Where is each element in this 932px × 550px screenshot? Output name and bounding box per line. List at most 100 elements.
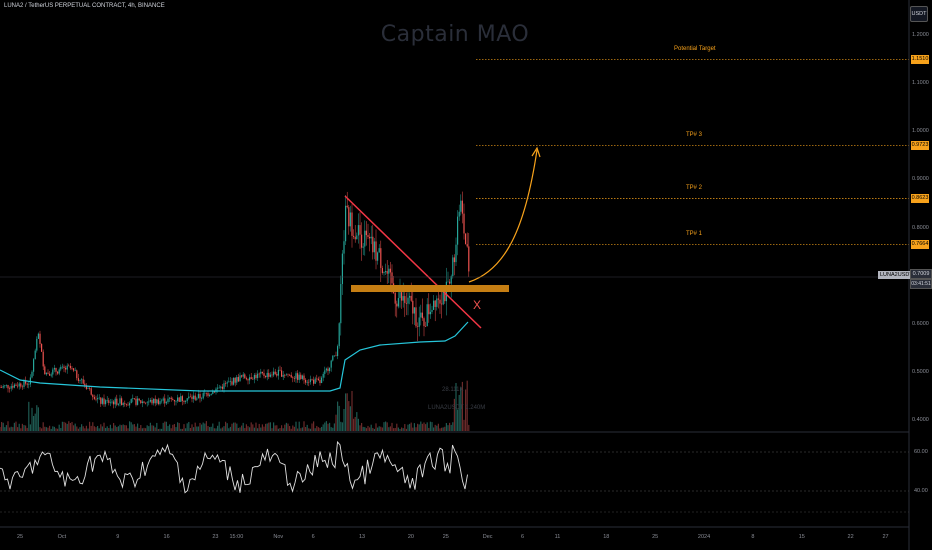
candle-body xyxy=(295,373,297,379)
candle-body xyxy=(143,401,145,403)
candle-body xyxy=(357,225,359,236)
candle-body xyxy=(103,398,105,405)
candle-body xyxy=(279,369,281,371)
volume-bar xyxy=(9,427,11,431)
candle-body xyxy=(325,368,327,371)
candle-body xyxy=(0,387,1,388)
candle-body xyxy=(169,397,171,399)
candle-body xyxy=(193,395,195,399)
volume-bar xyxy=(181,428,183,431)
volume-bar xyxy=(173,424,175,431)
candle-body xyxy=(74,370,76,371)
candle-body xyxy=(79,380,81,381)
volume-bar xyxy=(202,422,204,431)
volume-bar xyxy=(101,426,103,431)
candle-body xyxy=(356,235,358,240)
volume-bar xyxy=(378,426,380,431)
level-name: Potential Target xyxy=(674,45,716,52)
date-tick-label: 25 xyxy=(442,534,449,540)
volume-bar xyxy=(196,426,198,431)
volume-bar xyxy=(447,425,449,431)
candle-body xyxy=(53,367,55,370)
candle-body xyxy=(431,309,433,312)
volume-bar xyxy=(28,401,30,431)
candle-body xyxy=(442,291,444,305)
descending-trendline xyxy=(344,195,482,329)
volume-bar xyxy=(441,427,443,431)
last-price-symbol-label: LUNA2USDT.P xyxy=(878,271,920,279)
volume-bar xyxy=(236,423,238,431)
volume-bar xyxy=(90,425,92,431)
candle-body xyxy=(381,267,383,273)
volume-bar xyxy=(244,428,246,431)
candle-body xyxy=(31,371,33,378)
volume-bar xyxy=(369,427,371,431)
candle-body xyxy=(44,366,46,375)
candle-body xyxy=(409,295,411,298)
volume-bar xyxy=(29,424,31,431)
candle-body xyxy=(231,381,233,385)
volume-bar xyxy=(210,426,212,431)
candle-body xyxy=(37,333,39,339)
candle-body xyxy=(365,230,367,236)
candle-body xyxy=(292,377,294,379)
candle-body xyxy=(346,205,348,208)
candle-body xyxy=(50,374,52,376)
volume-bar xyxy=(7,421,9,431)
volume-bar xyxy=(410,422,412,431)
volume-bar xyxy=(76,426,78,431)
candle-body xyxy=(349,212,351,227)
volume-bar xyxy=(87,428,89,431)
candle-body xyxy=(165,402,167,404)
volume-bar xyxy=(458,394,460,431)
volume-bar xyxy=(351,390,353,431)
candle-body xyxy=(324,370,326,374)
volume-bar xyxy=(188,421,190,431)
volume-bar xyxy=(306,424,308,431)
volume-bar xyxy=(98,428,100,431)
candle-body xyxy=(97,398,99,400)
volume-bar xyxy=(386,422,388,431)
candle-body xyxy=(250,377,252,379)
candle-body xyxy=(63,366,65,368)
volume-bar xyxy=(33,416,35,431)
candle-body xyxy=(327,368,329,372)
volume-bar xyxy=(325,421,327,431)
candle-body xyxy=(258,373,260,375)
volume-bar xyxy=(437,423,439,431)
candle-body xyxy=(111,401,113,403)
candle-body xyxy=(18,383,20,387)
candle-body xyxy=(388,268,390,274)
date-tick-label: Oct xyxy=(57,534,67,540)
candle-body xyxy=(29,377,31,385)
volume-bar xyxy=(226,423,228,431)
volume-bar xyxy=(305,427,307,431)
candle-body xyxy=(457,216,459,245)
volume-bar xyxy=(330,427,332,431)
candle-body xyxy=(261,371,263,374)
volume-bar xyxy=(353,418,355,431)
candle-body xyxy=(124,403,126,404)
price-tick-label: 1.2000 xyxy=(912,32,929,38)
symbol-title[interactable]: LUNA2 / TetherUS PERPETUAL CONTRACT, 4h,… xyxy=(4,3,165,9)
candle-body xyxy=(234,377,236,383)
candle-body xyxy=(421,312,423,319)
volume-bar xyxy=(298,421,300,431)
candle-body xyxy=(130,399,132,404)
volume-bar xyxy=(346,393,348,431)
candle-body xyxy=(12,386,14,388)
volume-bar xyxy=(287,423,289,431)
volume-bar xyxy=(44,426,46,431)
candle-body xyxy=(135,398,137,405)
currency-button[interactable]: USDT xyxy=(910,6,928,22)
candle-body xyxy=(255,374,257,379)
volume-bar xyxy=(204,423,206,431)
volume-bar xyxy=(445,423,447,431)
candle-body xyxy=(433,300,435,310)
volume-bar xyxy=(317,427,319,431)
candle-body xyxy=(373,241,375,253)
candle-body xyxy=(220,386,222,388)
candle-body xyxy=(45,372,47,375)
volume-bar xyxy=(125,425,127,431)
